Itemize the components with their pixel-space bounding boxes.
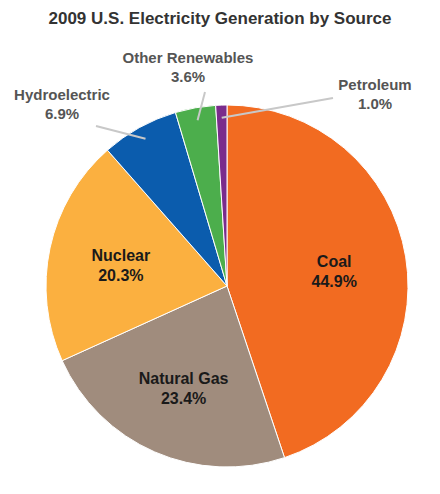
pie-chart: 2009 U.S. Electricity Generation by Sour…: [0, 0, 440, 494]
slice-label: Nuclear: [91, 247, 150, 264]
slice-label: Petroleum: [338, 76, 411, 93]
slice-label: Coal: [317, 253, 352, 270]
slices: [46, 105, 408, 467]
slice-value: 6.9%: [45, 105, 79, 122]
chart-container: 2009 U.S. Electricity Generation by Sour…: [0, 0, 440, 494]
slice-label: Hydroelectric: [14, 86, 110, 103]
slice-value: 20.3%: [98, 267, 143, 284]
slice: [216, 105, 227, 286]
slice-label: Other Renewables: [123, 49, 254, 66]
slice-value: 23.4%: [161, 390, 206, 407]
slice-value: 3.6%: [171, 68, 205, 85]
slice-value: 1.0%: [358, 95, 392, 112]
slice-label: Natural Gas: [139, 370, 229, 387]
leader-line: [96, 126, 146, 139]
slice-value: 44.9%: [311, 273, 356, 290]
leader-line: [198, 92, 205, 120]
slice: [175, 105, 227, 286]
title: 2009 U.S. Electricity Generation by Sour…: [49, 9, 392, 28]
leader-line: [222, 98, 333, 118]
labels: Coal 44.9% Natural Gas 23.4% Nuclear 20.3% Hyd…: [14, 49, 412, 407]
